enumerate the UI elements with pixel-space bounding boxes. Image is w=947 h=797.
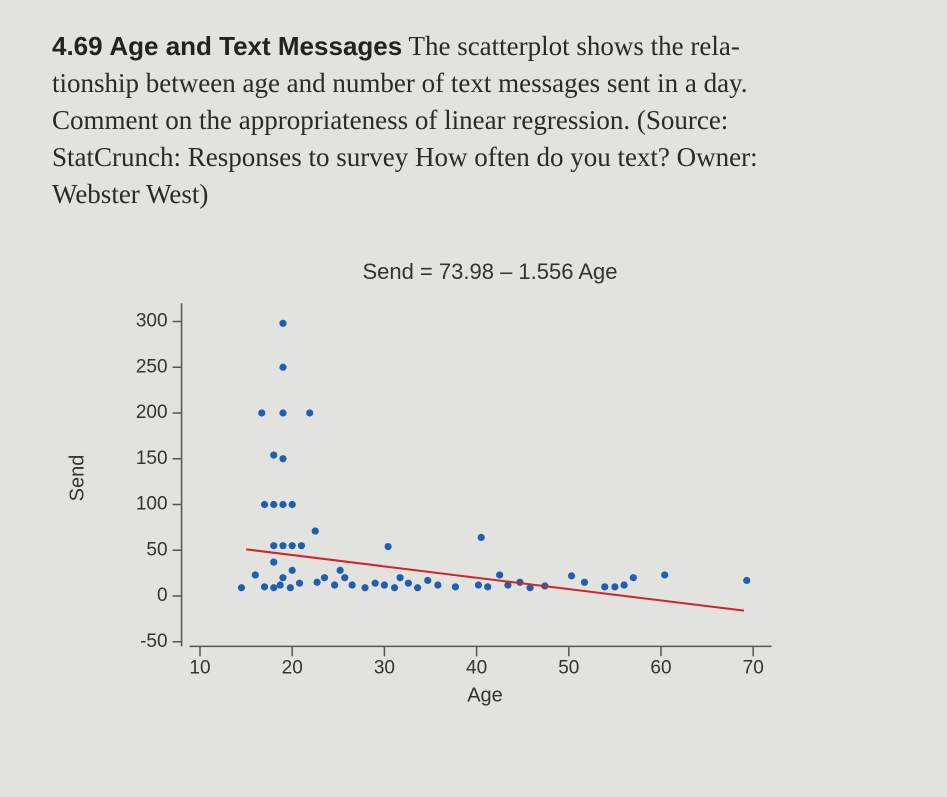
y-tick-label: -50 [140, 631, 167, 652]
point [451, 583, 459, 591]
point [251, 571, 259, 579]
point [396, 574, 404, 582]
fit-line [245, 548, 745, 612]
point [279, 542, 287, 550]
point [580, 578, 589, 586]
point [237, 584, 246, 592]
point [288, 566, 296, 574]
point [384, 542, 392, 551]
point [288, 500, 296, 509]
point [331, 581, 339, 589]
y-tick-label: 0 [157, 585, 168, 606]
text-line: Webster West) [52, 179, 209, 209]
x-tick-label: 70 [743, 657, 764, 678]
point [526, 584, 534, 592]
point [297, 542, 306, 550]
x-tick-label: 40 [466, 657, 487, 678]
point [279, 409, 287, 417]
chart-title: Send = 73.98 – 1.556 Age [362, 259, 617, 284]
point [380, 581, 388, 589]
text-line: 4.69 Age and Text Messages The scatterpl… [52, 28, 912, 65]
y-tick-label: 300 [136, 311, 168, 332]
point [348, 581, 356, 589]
point [629, 574, 637, 582]
y-tick-label: 150 [136, 448, 168, 469]
point [276, 581, 284, 589]
point [270, 584, 278, 592]
problem-text: 4.69 Age and Text Messages The scatterpl… [52, 28, 912, 213]
text: The scatterplot shows the rela- [408, 31, 740, 61]
point [371, 579, 379, 587]
x-tick-label: 30 [374, 657, 395, 678]
point [295, 579, 304, 587]
point [477, 533, 485, 542]
point [341, 574, 349, 582]
point [413, 584, 422, 592]
point [611, 583, 619, 591]
point [288, 542, 296, 550]
point [424, 576, 432, 585]
point [260, 583, 269, 591]
point [258, 409, 266, 417]
point [313, 578, 321, 586]
x-tick-label: 20 [282, 657, 303, 678]
text-line: Comment on the appropriateness of linear… [52, 105, 729, 135]
point [601, 583, 609, 591]
point [474, 581, 483, 589]
y-tick-label: 250 [136, 356, 168, 377]
point [567, 572, 576, 580]
point [390, 584, 399, 592]
point [661, 571, 669, 579]
text-line: StatCrunch: Responses to survey How ofte… [52, 142, 758, 172]
point [279, 574, 287, 582]
point [311, 527, 319, 535]
y-tick-label: 50 [146, 539, 167, 560]
point [620, 581, 628, 589]
point [279, 363, 287, 371]
point [279, 500, 287, 509]
point [279, 455, 287, 463]
x-axis-label: Age [467, 684, 503, 706]
x-tick-label: 10 [189, 657, 210, 678]
point [361, 584, 369, 592]
problem-number: 4.69 [52, 31, 103, 61]
point [404, 579, 412, 587]
point [743, 576, 751, 585]
point [270, 542, 278, 550]
point [260, 500, 269, 509]
point [286, 584, 294, 592]
point [336, 566, 344, 574]
point [504, 581, 512, 589]
point [306, 409, 314, 417]
point [484, 583, 492, 591]
point [434, 581, 442, 589]
point [270, 558, 278, 566]
problem-title: Age and Text Messages [109, 31, 403, 61]
point [270, 451, 278, 459]
point [270, 500, 278, 509]
text-line: tionship between age and number of text … [52, 68, 748, 98]
y-tick-label: 100 [136, 494, 168, 515]
point [320, 574, 329, 582]
point [279, 319, 287, 327]
x-tick-label: 60 [650, 657, 671, 678]
y-axis-label: Send [66, 455, 88, 502]
x-tick-label: 50 [558, 657, 579, 678]
y-tick-label: 200 [136, 402, 168, 423]
point [496, 571, 504, 579]
